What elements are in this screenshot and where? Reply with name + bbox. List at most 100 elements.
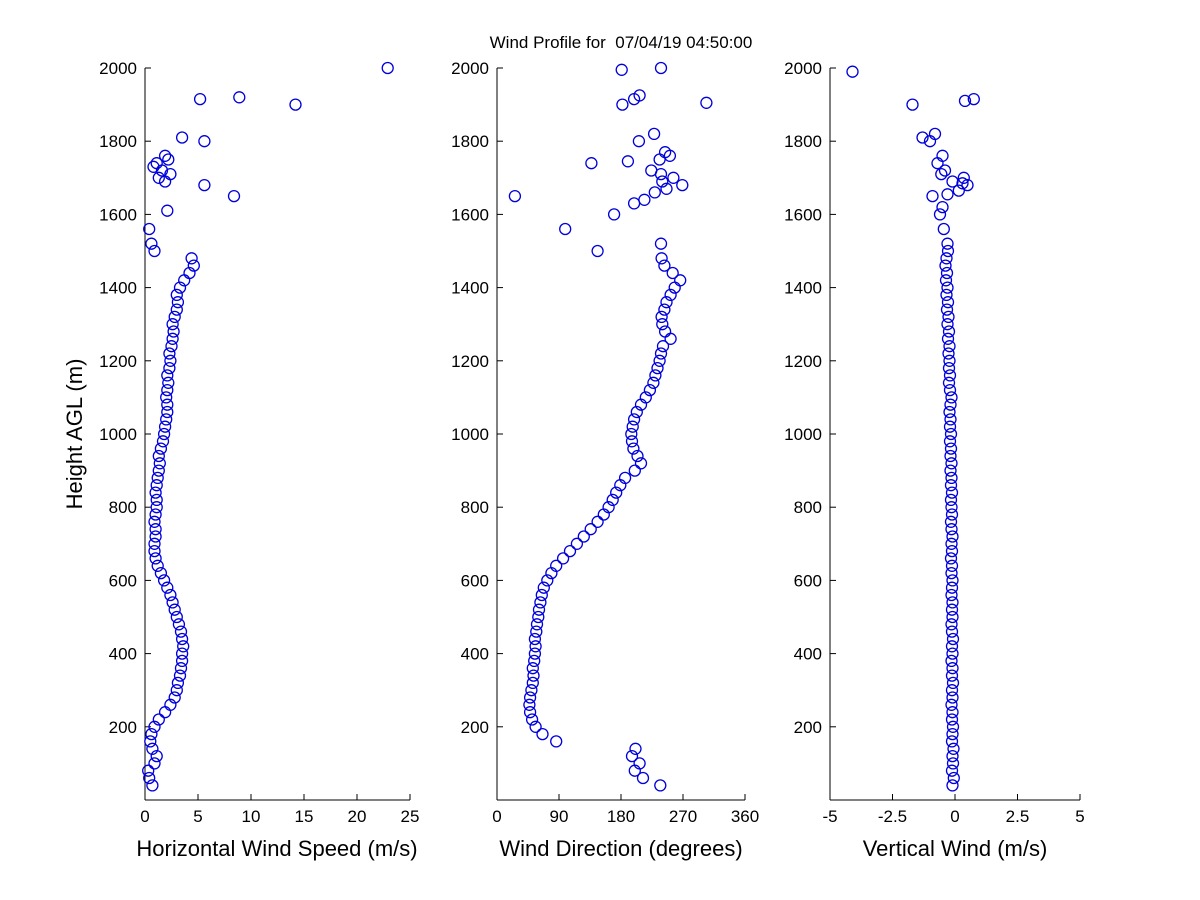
x-tick-label: 0: [140, 807, 149, 826]
data-point-marker: [164, 588, 177, 602]
data-point-marker: [523, 691, 537, 704]
data-point-marker: [654, 237, 668, 250]
data-point-marker: [145, 237, 158, 250]
data-point-marker: [647, 376, 660, 389]
data-point-marker: [945, 391, 958, 404]
data-point-marker: [943, 420, 957, 433]
data-point-marker: [943, 405, 956, 419]
y-tick-label: 800: [794, 498, 822, 517]
data-point-marker: [700, 96, 713, 109]
data-point-marker: [591, 244, 604, 258]
data-point-marker: [149, 508, 162, 521]
data-point-marker: [633, 757, 646, 770]
data-point-marker: [634, 457, 648, 470]
data-point-marker: [143, 222, 156, 236]
y-tick-label: 1200: [784, 352, 822, 371]
data-point-marker: [906, 98, 919, 111]
data-point-marker: [150, 749, 163, 763]
data-point-marker: [653, 153, 666, 166]
data-point-marker: [956, 177, 969, 190]
y-tick-label: 600: [461, 571, 489, 590]
y-tick-label: 1800: [99, 132, 137, 151]
y-tick-label: 1000: [99, 425, 137, 444]
data-point-marker: [148, 244, 161, 258]
data-point-marker: [940, 288, 953, 302]
data-point-marker: [664, 288, 677, 302]
data-point-marker: [148, 720, 161, 733]
chart-title: Wind Profile for 07/04/19 04:50:00: [489, 33, 753, 52]
data-point-marker: [627, 413, 641, 426]
x-tick-label: 180: [607, 807, 635, 826]
data-point-marker: [177, 640, 190, 653]
x-tick-label: 360: [731, 807, 759, 826]
data-point-marker: [157, 427, 171, 441]
data-point-marker: [528, 632, 542, 646]
data-point-marker: [941, 296, 955, 309]
x-axis-label-horizontal-wind-speed: Horizontal Wind Speed (m/s): [136, 836, 418, 861]
x-tick-label: -2.5: [878, 807, 907, 826]
data-point-marker: [630, 405, 643, 419]
data-point-marker: [941, 281, 954, 294]
data-point-marker: [944, 398, 957, 411]
data-point-marker: [946, 574, 959, 587]
y-tick-label: 2000: [451, 59, 489, 78]
data-point-marker: [944, 427, 958, 441]
data-point-marker: [961, 178, 974, 192]
data-point-marker: [946, 662, 959, 675]
data-point-marker: [945, 588, 958, 602]
data-point-marker: [941, 332, 955, 345]
data-point-marker: [945, 735, 959, 748]
data-point-marker: [607, 208, 621, 221]
data-point-marker: [967, 92, 980, 106]
y-tick-label: 800: [461, 498, 489, 517]
data-point-marker: [945, 523, 958, 536]
y-tick-label: 400: [109, 645, 137, 664]
x-tick-label: 15: [295, 807, 314, 826]
data-point-marker: [150, 501, 163, 514]
data-point-marker: [154, 442, 168, 455]
data-point-marker: [946, 757, 960, 770]
data-point-marker: [941, 188, 954, 201]
y-tick-label: 1400: [99, 279, 137, 298]
data-point-marker: [160, 391, 173, 404]
data-point-marker: [150, 493, 163, 507]
data-point-marker: [152, 464, 165, 477]
data-point-marker: [846, 65, 859, 78]
data-point-marker: [926, 189, 939, 203]
data-point-marker: [534, 596, 547, 609]
data-point-marker: [945, 559, 959, 572]
data-point-marker: [585, 157, 598, 170]
data-point-marker: [654, 779, 667, 792]
data-point-marker: [656, 175, 669, 188]
data-point-marker: [170, 610, 183, 624]
data-point-marker: [160, 413, 173, 426]
data-point-marker: [627, 197, 641, 210]
data-point-marker: [525, 684, 538, 697]
data-point-marker: [168, 691, 181, 704]
data-point-marker: [148, 515, 161, 528]
data-point-marker: [936, 149, 949, 162]
data-point-marker: [193, 92, 207, 106]
data-point-marker: [174, 625, 188, 638]
x-tick-label: 5: [193, 807, 202, 826]
data-point-marker: [944, 552, 958, 565]
data-point-marker: [185, 252, 198, 265]
data-point-marker: [621, 155, 635, 168]
data-point-marker: [945, 669, 959, 682]
data-point-marker: [541, 574, 554, 587]
y-tick-label: 200: [461, 718, 489, 737]
data-point-marker: [381, 61, 394, 75]
data-point-marker: [149, 530, 162, 543]
data-point-marker: [536, 727, 549, 741]
data-point-marker: [916, 131, 929, 144]
data-point-marker: [563, 544, 577, 558]
data-point-marker: [526, 676, 539, 690]
data-point-marker: [946, 720, 960, 733]
x-tick-label: 90: [550, 807, 569, 826]
data-point-marker: [958, 94, 972, 108]
x-tick-label: 0: [950, 807, 959, 826]
data-point-marker: [148, 544, 161, 558]
data-point-marker: [658, 303, 671, 316]
data-point-marker: [941, 318, 954, 331]
